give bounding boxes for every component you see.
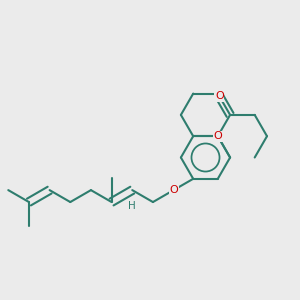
Text: O: O (215, 91, 224, 101)
Text: O: O (169, 185, 178, 195)
Text: H: H (128, 201, 136, 211)
Text: O: O (213, 131, 222, 141)
